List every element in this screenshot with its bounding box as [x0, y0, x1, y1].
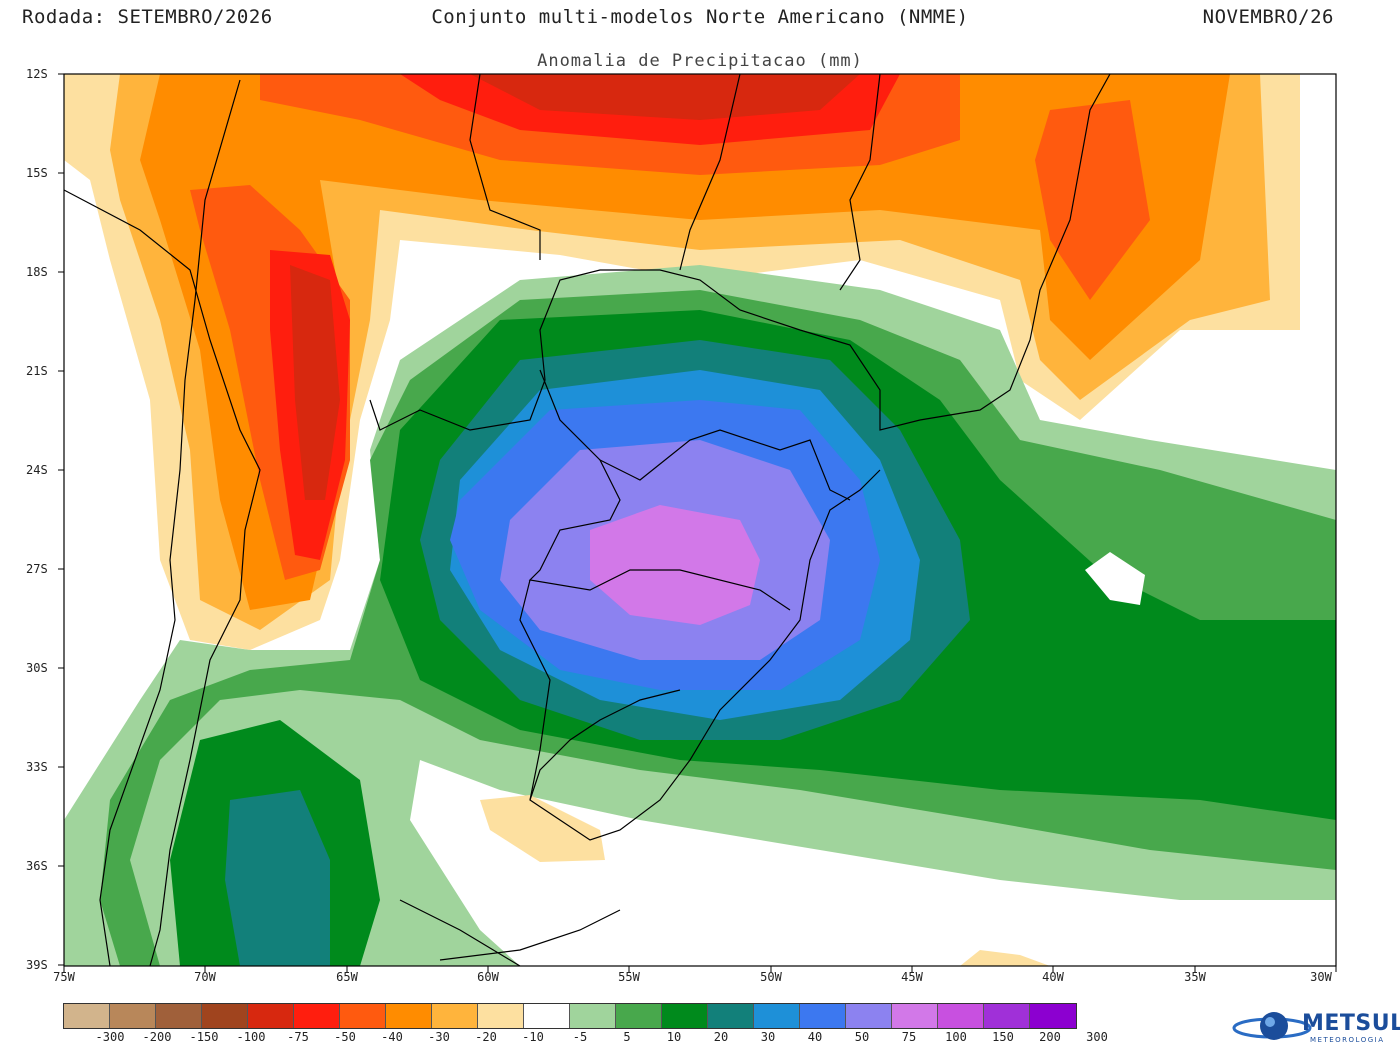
legend-tick-label: 75: [901, 1030, 917, 1044]
legend-swatch: [386, 1004, 432, 1028]
lon-label: 75W: [53, 970, 75, 984]
lat-label: 30S: [26, 661, 48, 675]
lon-label: 55W: [618, 970, 640, 984]
anomaly-shading: [64, 74, 1336, 966]
legend-tick-label: -30: [428, 1030, 450, 1044]
lat-label: 24S: [26, 463, 48, 477]
model-title: Conjunto multi-modelos Norte Americano (…: [431, 6, 969, 28]
lon-label: 65W: [336, 970, 358, 984]
borders: [64, 74, 1111, 966]
legend-swatch: [846, 1004, 892, 1028]
legend-tick-label: -5: [572, 1030, 588, 1044]
lat-label: 36S: [26, 859, 48, 873]
legend-swatch: [432, 1004, 478, 1028]
legend-tick-label: -75: [287, 1030, 309, 1044]
map-frame: [63, 73, 1337, 967]
legend-tick-label: -10: [522, 1030, 544, 1044]
legend-tick-label: 100: [945, 1030, 967, 1044]
legend-swatch: [64, 1004, 110, 1028]
legend-swatch: [248, 1004, 294, 1028]
lat-label: 18S: [26, 265, 48, 279]
lon-label: 50W: [760, 970, 782, 984]
legend-swatch: [110, 1004, 156, 1028]
legend-tick-label: -100: [236, 1030, 266, 1044]
lon-label: 35W: [1184, 970, 1206, 984]
valid-month-label: NOVEMBRO/26: [1202, 6, 1334, 28]
legend-swatch: [708, 1004, 754, 1028]
legend-tick-label: 40: [807, 1030, 823, 1044]
legend-swatch: [662, 1004, 708, 1028]
legend-swatch: [616, 1004, 662, 1028]
run-label: Rodada: SETEMBRO/2026: [22, 6, 273, 28]
legend-tick-label: 5: [623, 1030, 631, 1044]
legend-tick-label: 50: [854, 1030, 870, 1044]
lat-label: 39S: [26, 958, 48, 972]
lat-label: 21S: [26, 364, 48, 378]
legend-tick-label: -20: [475, 1030, 497, 1044]
lon-label: 60W: [477, 970, 499, 984]
legend-swatch: [202, 1004, 248, 1028]
legend-tick-label: -50: [334, 1030, 356, 1044]
legend-swatch: [478, 1004, 524, 1028]
legend-swatch: [938, 1004, 984, 1028]
legend-swatch: [524, 1004, 570, 1028]
lat-label: 27S: [26, 562, 48, 576]
metsul-logo-icon: [1232, 1012, 1312, 1040]
legend-tick-label: 150: [992, 1030, 1014, 1044]
legend-tick-label: -200: [142, 1030, 172, 1044]
legend-swatch: [156, 1004, 202, 1028]
legend-swatch: [294, 1004, 340, 1028]
lon-label: 40W: [1042, 970, 1064, 984]
legend-swatch: [892, 1004, 938, 1028]
legend-swatch: [800, 1004, 846, 1028]
legend-tick-label: 20: [713, 1030, 729, 1044]
legend-tick-label: 300: [1086, 1030, 1108, 1044]
lat-label: 15S: [26, 166, 48, 180]
legend-tick-label: -150: [189, 1030, 219, 1044]
legend-tick-label: 200: [1039, 1030, 1061, 1044]
lon-label: 70W: [194, 970, 216, 984]
lon-label: 30W: [1310, 970, 1332, 984]
lat-label: 12S: [26, 67, 48, 81]
legend-swatch: [1030, 1004, 1076, 1028]
variable-title: Anomalia de Precipitacao (mm): [537, 51, 863, 71]
legend-swatch: [754, 1004, 800, 1028]
legend-swatch: [340, 1004, 386, 1028]
logo-subtitle: METEOROLOGIA: [1310, 1036, 1385, 1044]
color-legend: [63, 1003, 1077, 1029]
legend-tick-label: -40: [381, 1030, 403, 1044]
legend-swatch: [570, 1004, 616, 1028]
lat-label: 33S: [26, 760, 48, 774]
legend-tick-label: 30: [760, 1030, 776, 1044]
legend-tick-label: 10: [666, 1030, 682, 1044]
legend-swatch: [984, 1004, 1030, 1028]
logo-wordmark: METSUL: [1302, 1011, 1400, 1036]
legend-tick-label: -300: [95, 1030, 125, 1044]
lon-label: 45W: [901, 970, 923, 984]
